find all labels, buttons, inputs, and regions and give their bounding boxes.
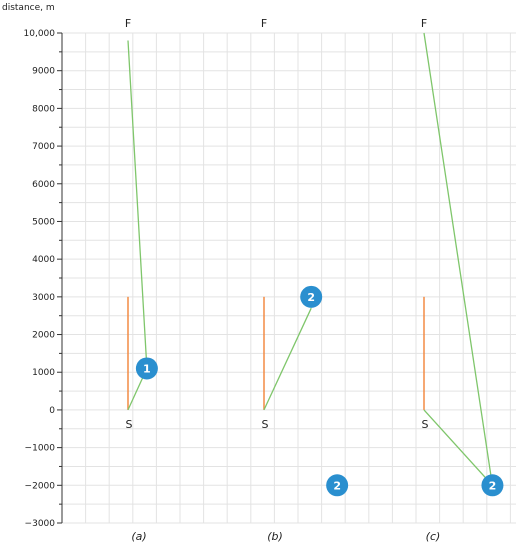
path-line (127, 40, 148, 411)
panel-label: (a) (131, 530, 146, 543)
y-tick-label: 0 (49, 406, 55, 416)
y-tick-label: 3000 (32, 293, 55, 303)
panel-2: F S 2 2 (b) (261, 17, 349, 543)
panels: F S 1 (a) F S 2 2 (b) F S 2 (c) (125, 17, 504, 543)
marker-label: 2 (489, 479, 497, 492)
y-tick-label: 7000 (32, 142, 55, 152)
y-tick-label: 1000 (32, 368, 55, 378)
y-tick-label: −3000 (25, 519, 56, 529)
marker-circle (135, 357, 158, 380)
y-tick-label: −2000 (25, 481, 56, 491)
start-label: S (422, 418, 429, 431)
panel-label: (b) (267, 530, 283, 543)
marker-circle (326, 474, 349, 497)
marker-label: 2 (307, 291, 315, 304)
y-tick-label: 8000 (32, 104, 55, 114)
panel-label: (c) (426, 530, 441, 543)
marker-label: 1 (143, 362, 151, 375)
start-label: S (126, 418, 133, 431)
y-tick-label: 10,000 (24, 29, 56, 39)
finish-label: F (421, 17, 427, 30)
y-tick-label: 9000 (32, 67, 55, 77)
panel-1: F S 1 (a) (125, 17, 158, 543)
finish-label: F (125, 17, 131, 30)
grid (62, 32, 516, 524)
y-axis-title: distance, m (2, 3, 55, 13)
y-tick-label: 5000 (32, 217, 55, 227)
y-tick-label: 6000 (32, 180, 55, 190)
y-tick-label: 2000 (32, 331, 55, 341)
y-tick-label: −1000 (25, 444, 56, 454)
marker-label: 2 (333, 479, 341, 492)
y-axis: −3000 −2000 −1000 0 1000 2000 3000 4000 5000 6000… (24, 29, 63, 529)
y-tick-label: 4000 (32, 255, 55, 265)
finish-label: F (261, 17, 267, 30)
path-line (263, 307, 312, 411)
marker-circle (300, 285, 323, 308)
marker-circle (481, 474, 504, 497)
panel-3: F S 2 (c) (421, 17, 504, 543)
start-label: S (262, 418, 269, 431)
